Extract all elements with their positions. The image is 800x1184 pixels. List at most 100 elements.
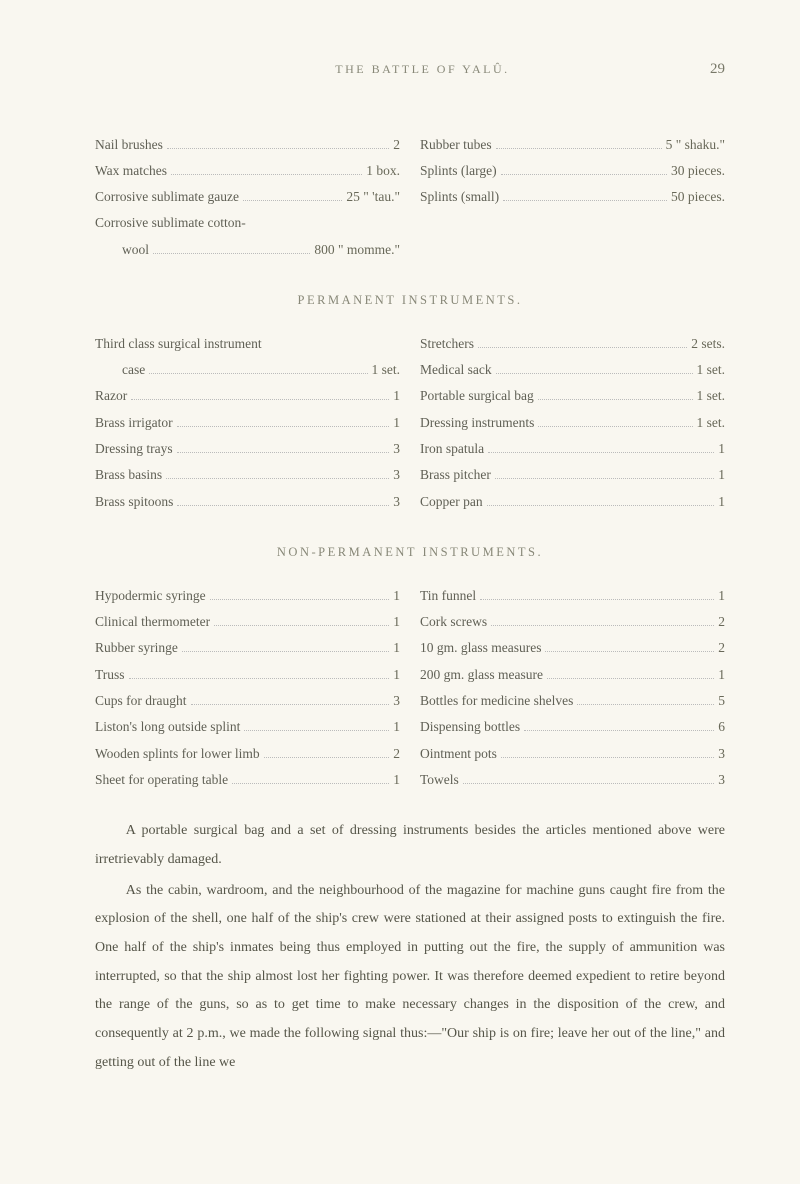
list-label: Corrosive sublimate gauze bbox=[95, 184, 239, 210]
leader-dots bbox=[538, 399, 693, 400]
list-value: 1 set. bbox=[697, 383, 726, 409]
list-label: Razor bbox=[95, 383, 127, 409]
list-label: Rubber tubes bbox=[420, 132, 492, 158]
list-value: 3 bbox=[393, 688, 400, 714]
list-label: Iron spatula bbox=[420, 436, 484, 462]
list-row: Rubber tubes5 " shaku." bbox=[420, 132, 725, 158]
list-row: Third class surgical instrument bbox=[95, 331, 400, 357]
leader-dots bbox=[538, 426, 692, 427]
leader-dots bbox=[463, 783, 714, 784]
list-label: Tin funnel bbox=[420, 583, 476, 609]
leader-dots bbox=[480, 599, 714, 600]
section-title-permanent: PERMANENT INSTRUMENTS. bbox=[95, 289, 725, 313]
list-value: 2 bbox=[718, 609, 725, 635]
leader-dots bbox=[547, 678, 714, 679]
leader-dots bbox=[478, 347, 687, 348]
leader-dots bbox=[524, 730, 714, 731]
list-row: Hypodermic syringe1 bbox=[95, 583, 400, 609]
list-label: Wooden splints for lower limb bbox=[95, 741, 260, 767]
list-label: Dressing instruments bbox=[420, 410, 534, 436]
list-value: 1 box. bbox=[366, 158, 400, 184]
list-row: Ointment pots 3 bbox=[420, 741, 725, 767]
list-row: Cups for draught 3 bbox=[95, 688, 400, 714]
list-block-3: Hypodermic syringe1Clinical thermometer1… bbox=[95, 583, 725, 794]
leader-dots bbox=[491, 625, 714, 626]
list-row: Razor 1 bbox=[95, 383, 400, 409]
list-value: 1 bbox=[718, 583, 725, 609]
list-row: Dispensing bottles6 bbox=[420, 714, 725, 740]
section-title-nonpermanent: NON-PERMANENT INSTRUMENTS. bbox=[95, 541, 725, 565]
list-value: 1 bbox=[718, 436, 725, 462]
list-value: 1 set. bbox=[372, 357, 401, 383]
list-row: Towels3 bbox=[420, 767, 725, 793]
list-label: Medical sack bbox=[420, 357, 492, 383]
leader-dots bbox=[214, 625, 389, 626]
list-row: Tin funnel 1 bbox=[420, 583, 725, 609]
leader-dots bbox=[264, 757, 390, 758]
list-value: 3 bbox=[718, 741, 725, 767]
list-label: Nail brushes bbox=[95, 132, 163, 158]
leader-dots bbox=[487, 505, 715, 506]
list-row: Wooden splints for lower limb2 bbox=[95, 741, 400, 767]
list-value: 1 bbox=[393, 767, 400, 793]
leader-dots bbox=[243, 200, 342, 201]
list-value: 1 bbox=[718, 462, 725, 488]
list-label: Wax matches bbox=[95, 158, 167, 184]
page-number: 29 bbox=[710, 55, 725, 84]
list-value: 1 bbox=[393, 383, 400, 409]
list-value: 3 bbox=[393, 462, 400, 488]
list-label: Corrosive sublimate cotton- bbox=[95, 210, 246, 236]
list-value: 800 " momme." bbox=[314, 237, 400, 263]
list-label: Stretchers bbox=[420, 331, 474, 357]
list-label: Hypodermic syringe bbox=[95, 583, 206, 609]
list-value: 6 bbox=[718, 714, 725, 740]
leader-dots bbox=[495, 478, 714, 479]
paragraph: As the cabin, wardroom, and the neighbou… bbox=[95, 877, 725, 1078]
list-row: Truss1 bbox=[95, 662, 400, 688]
leader-dots bbox=[177, 426, 390, 427]
list-row: Iron spatula 1 bbox=[420, 436, 725, 462]
list-value: 1 bbox=[718, 662, 725, 688]
leader-dots bbox=[488, 452, 714, 453]
list-value: 5 bbox=[718, 688, 725, 714]
list-value: 1 bbox=[393, 662, 400, 688]
list-row: Wax matches 1 box. bbox=[95, 158, 400, 184]
list-block-2: Third class surgical instrument case1 se… bbox=[95, 331, 725, 515]
list-row: Dressing instruments1 set. bbox=[420, 410, 725, 436]
list-label: Cups for draught bbox=[95, 688, 187, 714]
leader-dots bbox=[501, 757, 714, 758]
list-label: Towels bbox=[420, 767, 459, 793]
list-row: Corrosive sublimate gauze 25 " 'tau." bbox=[95, 184, 400, 210]
list-value: 2 bbox=[393, 132, 400, 158]
list-value: 1 bbox=[393, 714, 400, 740]
list-value: 1 bbox=[393, 635, 400, 661]
leader-dots bbox=[496, 373, 693, 374]
list-row: Splints (small)50 pieces. bbox=[420, 184, 725, 210]
leader-dots bbox=[191, 704, 390, 705]
leader-dots bbox=[244, 730, 389, 731]
list-value: 3 bbox=[393, 436, 400, 462]
list-row: Corrosive sublimate cotton- bbox=[95, 210, 400, 236]
list-row: Brass irrigator1 bbox=[95, 410, 400, 436]
list-row: Bottles for medicine shelves5 bbox=[420, 688, 725, 714]
list-row: case1 set. bbox=[95, 357, 400, 383]
list-row: Medical sack 1 set. bbox=[420, 357, 725, 383]
list-row: Nail brushes 2 bbox=[95, 132, 400, 158]
leader-dots bbox=[545, 651, 714, 652]
list-row: Rubber syringe 1 bbox=[95, 635, 400, 661]
list-label: Liston's long outside splint bbox=[95, 714, 240, 740]
list-row: Splints (large)30 pieces. bbox=[420, 158, 725, 184]
list-value: 1 set. bbox=[697, 357, 726, 383]
list-label: Ointment pots bbox=[420, 741, 497, 767]
list-row: Sheet for operating table1 bbox=[95, 767, 400, 793]
list-label: Rubber syringe bbox=[95, 635, 178, 661]
list-label: Brass irrigator bbox=[95, 410, 173, 436]
list-value: 25 " 'tau." bbox=[346, 184, 400, 210]
list-label: Brass spitoons bbox=[95, 489, 173, 515]
leader-dots bbox=[496, 148, 662, 149]
leader-dots bbox=[166, 478, 389, 479]
list-value: 30 pieces. bbox=[671, 158, 725, 184]
leader-dots bbox=[149, 373, 367, 374]
list-label: 10 gm. glass measures bbox=[420, 635, 541, 661]
list-label: Brass pitcher bbox=[420, 462, 491, 488]
